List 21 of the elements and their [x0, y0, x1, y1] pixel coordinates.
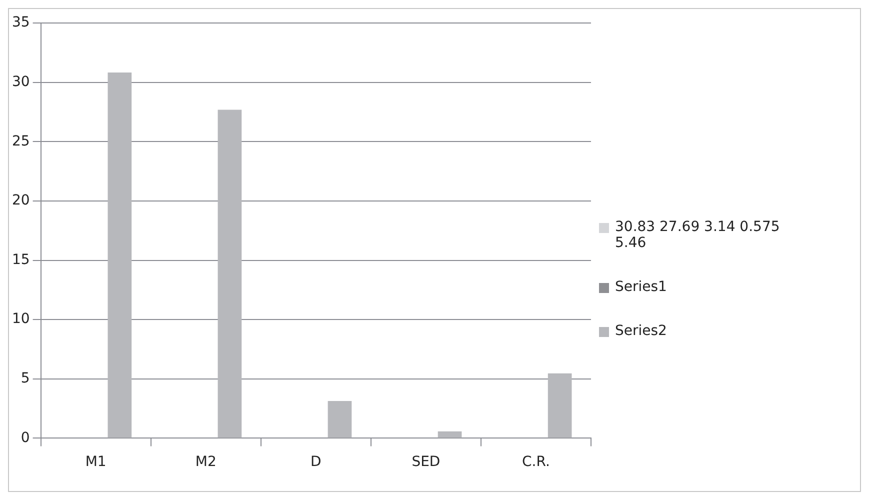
bar	[218, 110, 242, 438]
legend-label: Series1	[615, 279, 667, 295]
bar	[108, 72, 132, 438]
bar	[328, 400, 352, 438]
bar	[548, 373, 572, 438]
x-tick-label: SED	[412, 454, 440, 470]
y-tick-label: 25	[12, 133, 30, 150]
x-tick-label: M2	[195, 454, 216, 470]
y-tick-label: 5	[20, 370, 30, 387]
x-tick-label: C.R.	[522, 454, 550, 470]
y-tick-label: 35	[12, 14, 30, 31]
y-tick-label: 30	[12, 74, 30, 90]
legend-label: 30.83 27.69 3.14 0.575 5.46	[615, 219, 781, 251]
y-tick-label: 20	[12, 192, 30, 209]
legend-label: Series2	[615, 323, 667, 339]
y-tick-label: 15	[12, 252, 30, 268]
bar	[438, 431, 462, 438]
y-tick-label: 10	[12, 311, 30, 328]
x-tick-label: M1	[85, 454, 106, 470]
y-tick-label: 0	[20, 430, 30, 446]
x-tick-label: D	[310, 454, 322, 470]
